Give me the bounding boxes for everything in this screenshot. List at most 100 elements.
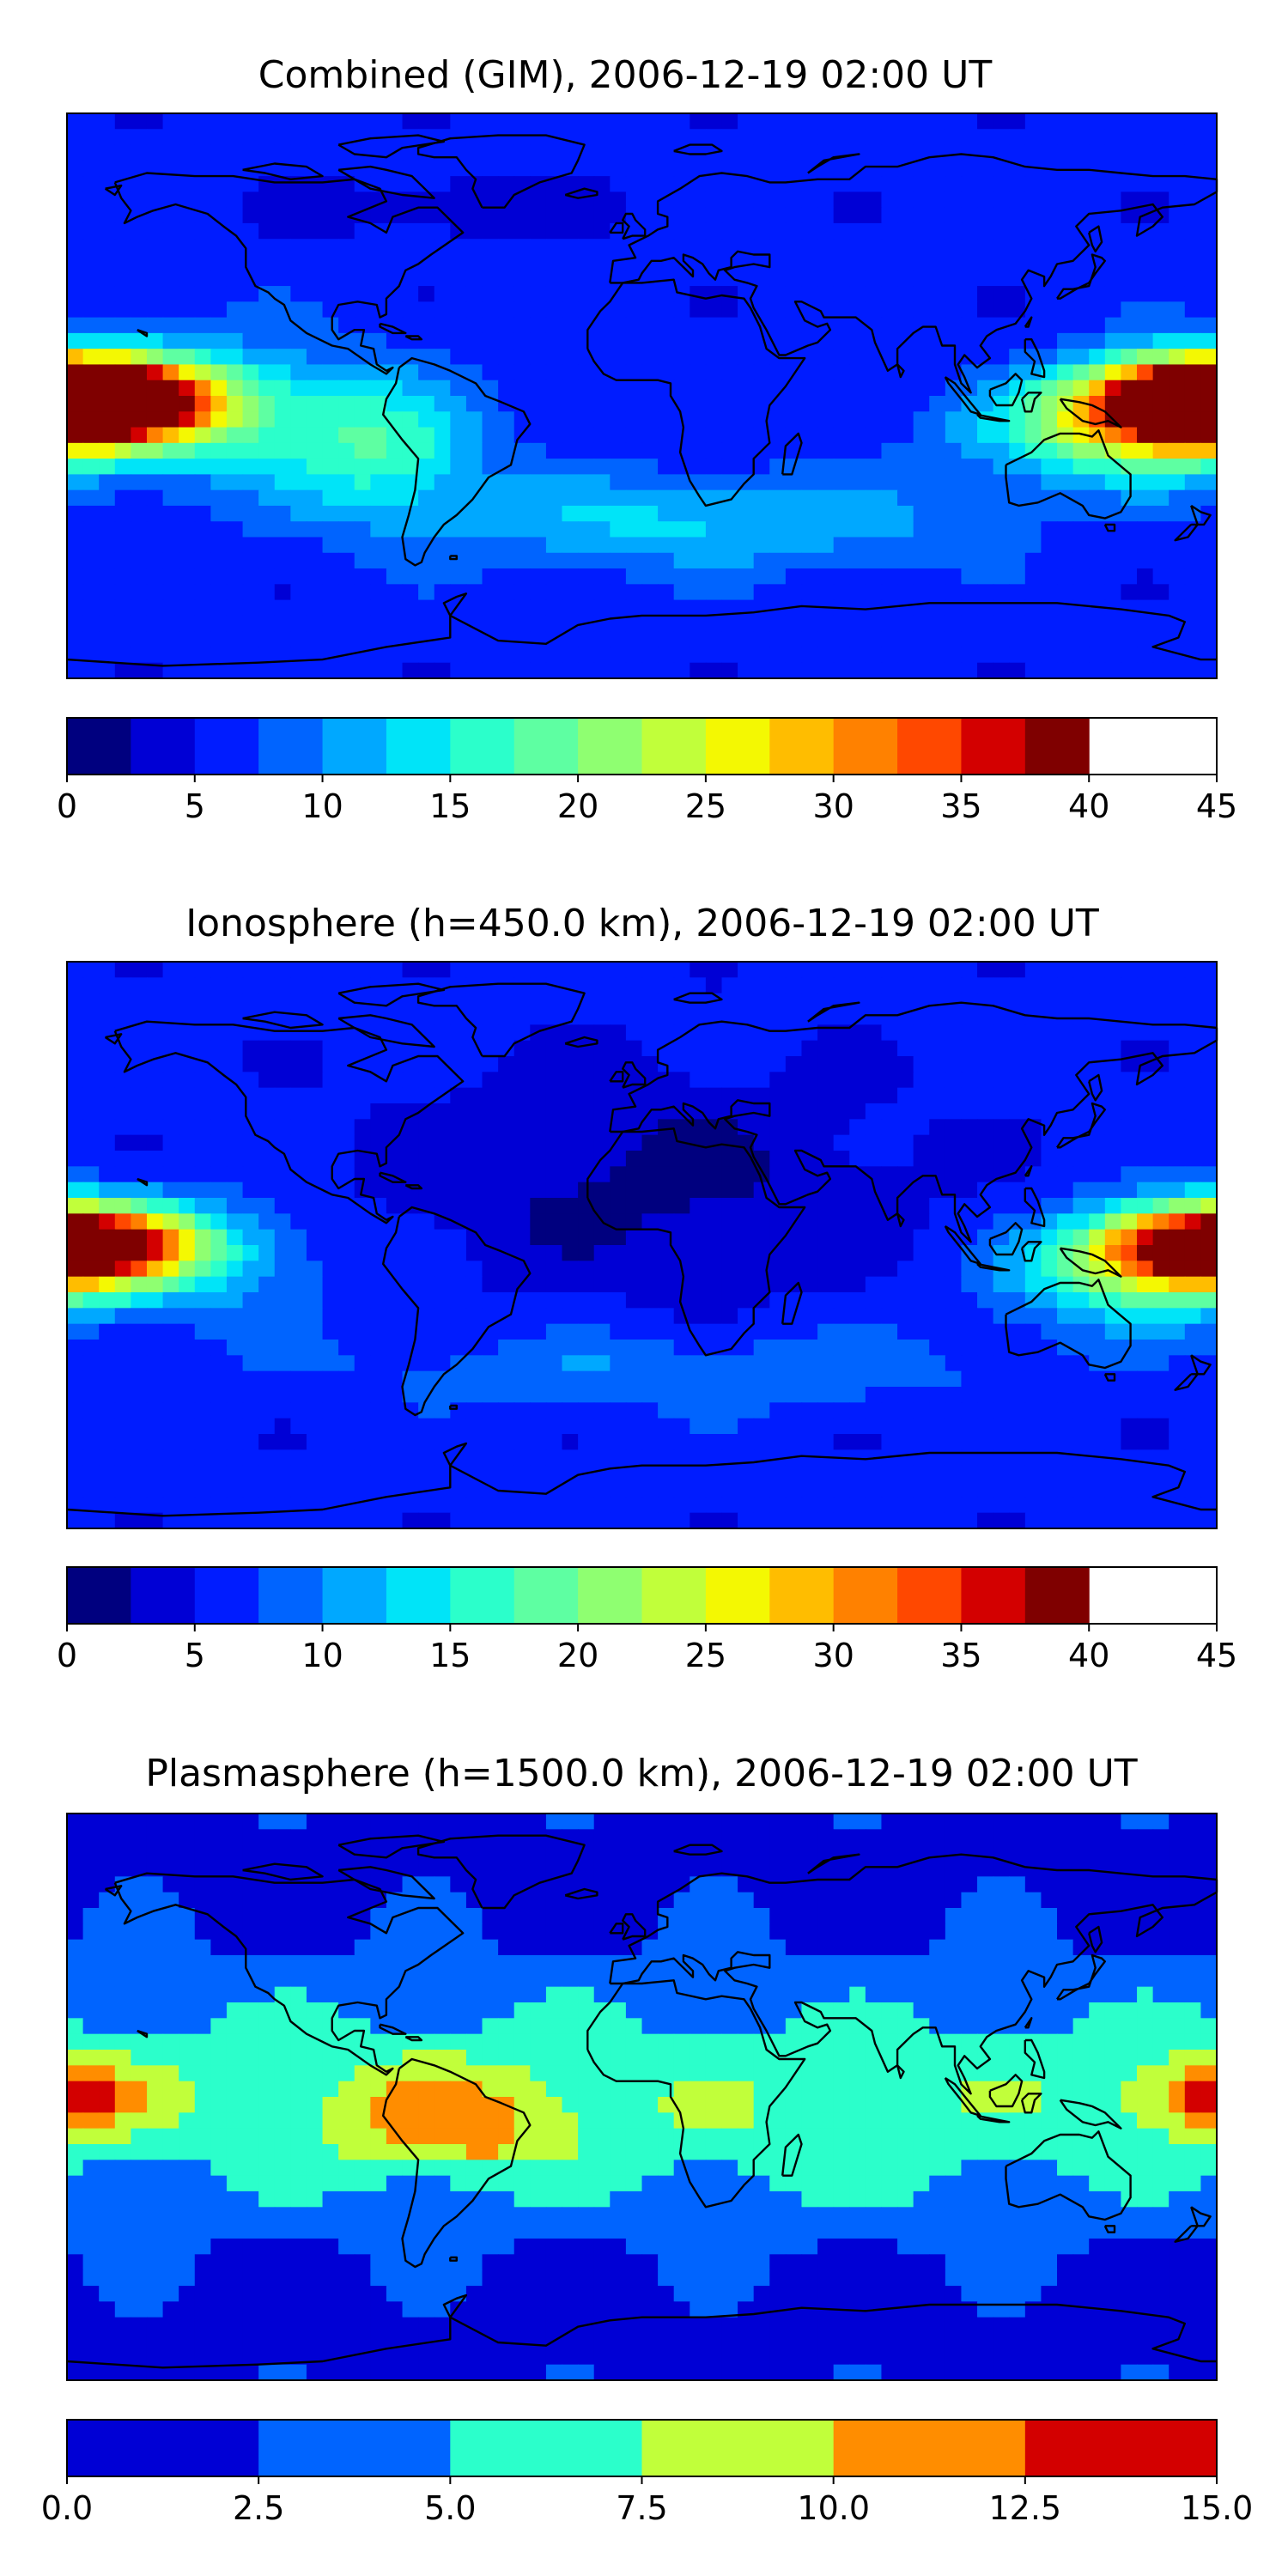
tec-cell — [705, 1418, 723, 1435]
tec-cell — [993, 505, 1010, 522]
tec-cell — [465, 349, 483, 366]
tec-cell — [67, 1449, 84, 1467]
tec-cell — [434, 1009, 451, 1025]
tec-cell — [849, 239, 866, 256]
tec-cell — [99, 521, 116, 538]
tec-cell — [961, 427, 978, 444]
tec-cell — [881, 1245, 898, 1261]
tec-cell — [179, 427, 196, 444]
tec-cell — [67, 254, 84, 271]
tec-cell — [769, 1087, 787, 1104]
tec-cell — [833, 1292, 850, 1309]
tec-cell — [322, 1434, 339, 1450]
tec-cell — [1009, 1166, 1026, 1183]
tec-cell — [306, 1449, 324, 1467]
tec-cell — [705, 1434, 723, 1450]
tec-cell — [961, 1340, 978, 1356]
tec-cell — [961, 1009, 978, 1025]
tec-cell — [370, 505, 387, 522]
tec-cell — [801, 396, 818, 412]
tec-cell — [450, 176, 467, 192]
tec-cell — [210, 1340, 228, 1356]
tec-cell — [99, 1040, 116, 1057]
tec-cell — [929, 301, 946, 319]
tec-cell — [961, 1024, 978, 1042]
tec-cell — [99, 1402, 116, 1419]
tec-cell — [67, 349, 84, 366]
tec-cell — [1072, 1308, 1090, 1325]
tec-cell — [673, 631, 690, 648]
tec-cell — [849, 332, 866, 349]
tec-cell — [578, 584, 595, 601]
tec-cell — [1009, 442, 1026, 459]
tec-cell — [753, 459, 770, 475]
coastline — [337, 134, 446, 159]
tec-cell — [881, 977, 898, 994]
tec-cell — [1024, 1213, 1042, 1230]
tec-cell — [1137, 1418, 1154, 1435]
tec-cell — [513, 349, 531, 366]
tec-cell — [450, 1072, 467, 1089]
tec-cell — [418, 1340, 435, 1356]
tec-cell — [1121, 349, 1138, 366]
tec-cell — [785, 505, 803, 522]
tec-cell — [625, 176, 643, 192]
tec-cell — [625, 1087, 643, 1104]
tec-cell — [434, 1276, 451, 1293]
tec-cell — [593, 1276, 611, 1293]
tec-cell — [418, 1024, 435, 1042]
tec-cell — [242, 1449, 259, 1467]
tec-cell — [753, 144, 770, 161]
tec-cell — [705, 129, 723, 146]
tec-cell — [1200, 1323, 1218, 1340]
tec-cell — [146, 1166, 164, 1183]
tec-cell — [146, 1040, 164, 1057]
tec-cell — [897, 1229, 914, 1246]
tec-cell — [865, 1009, 883, 1025]
tec-cell — [354, 1134, 371, 1151]
tec-cell — [131, 332, 148, 349]
tec-cell — [945, 144, 963, 161]
tec-cell — [545, 1009, 563, 1025]
tec-cell — [1200, 1449, 1218, 1467]
tec-cell — [562, 1213, 579, 1230]
tec-cell — [1041, 222, 1058, 240]
tec-cell — [1152, 1308, 1170, 1325]
tec-cell — [625, 1276, 643, 1293]
tec-cell — [673, 1213, 690, 1230]
tec-cell — [99, 1151, 116, 1167]
tec-cell — [530, 129, 547, 146]
tec-cell — [162, 332, 179, 349]
tec-cell — [179, 1402, 196, 1419]
tec-cell — [131, 521, 148, 538]
tec-cell — [338, 427, 355, 444]
tec-cell — [849, 474, 866, 491]
tec-cell — [865, 1355, 883, 1372]
tec-cell — [1041, 113, 1058, 130]
tec-cell — [977, 270, 994, 287]
tec-cell — [993, 459, 1010, 475]
tec-cell — [1009, 977, 1026, 994]
tec-cell — [625, 380, 643, 397]
tec-cell — [338, 144, 355, 161]
tec-cell — [465, 599, 483, 617]
tec-cell — [99, 1323, 116, 1340]
tec-cell — [865, 176, 883, 192]
tec-cell — [99, 144, 116, 161]
tec-cell — [578, 1040, 595, 1057]
tec-cell — [929, 396, 946, 412]
tec-cell — [513, 584, 531, 601]
tec-cell — [210, 1087, 228, 1104]
tec-cell — [354, 993, 371, 1010]
tec-cell — [370, 647, 387, 664]
tec-cell — [226, 349, 244, 366]
tec-cell — [562, 1355, 579, 1372]
tec-cell — [593, 631, 611, 648]
tec-cell — [146, 1340, 164, 1356]
tec-cell — [450, 474, 467, 491]
tec-cell — [961, 396, 978, 412]
tec-cell — [849, 1134, 866, 1151]
tec-cell — [1024, 631, 1042, 648]
tec-cell — [242, 1040, 259, 1057]
tec-cell — [290, 1213, 307, 1230]
